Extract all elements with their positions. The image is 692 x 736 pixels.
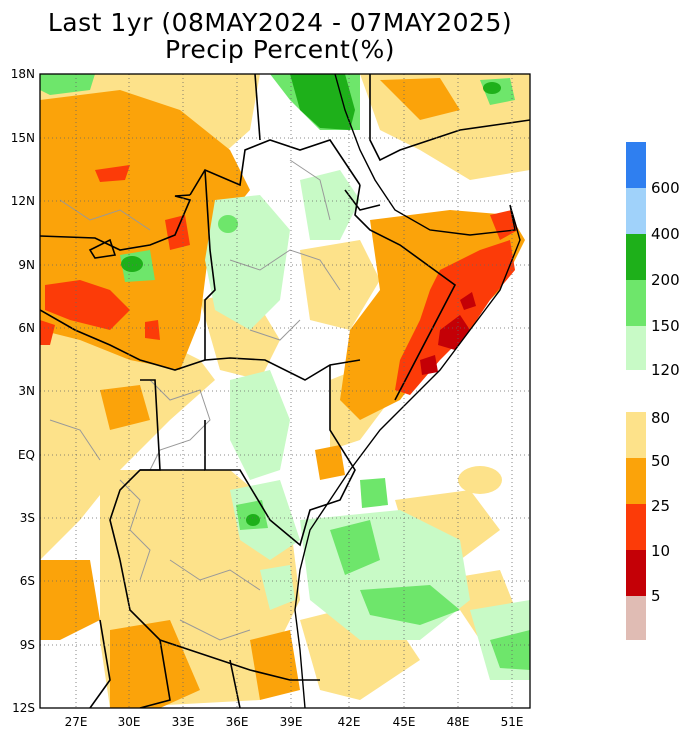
colorbar-label: 400: [651, 225, 680, 243]
colorbar-label: 80: [651, 409, 671, 427]
coastline: [294, 74, 521, 708]
colorbar-swatch-80: [626, 412, 646, 458]
lon-label: 30E: [118, 715, 141, 729]
lat-label: 15N: [11, 131, 35, 145]
lon-label: 36E: [226, 715, 249, 729]
latitude-labels: 18N 15N 12N 9N 6N 3N EQ 3S 6S 9S 12S: [11, 67, 35, 715]
colorbar-swatch-5: [626, 596, 646, 640]
country-borders: [40, 74, 530, 708]
longitude-labels: 27E 30E 33E 36E 39E 42E 45E 48E 51E: [65, 715, 524, 729]
colorbar-label: 600: [651, 179, 680, 197]
lat-label: 3N: [18, 384, 35, 398]
admin-boundaries: [49, 159, 341, 641]
colorbar-swatch-25: [626, 504, 646, 550]
map-subtitle: Precip Percent(%): [164, 35, 396, 64]
lon-label: 45E: [393, 715, 416, 729]
lon-label: 42E: [338, 715, 361, 729]
colorbar-swatch-50: [626, 458, 646, 504]
colorbar-swatch-600: [626, 142, 646, 188]
map-title: Last 1yr (08MAY2024 - 07MAY2025): [47, 8, 513, 37]
colorbar-label: 5: [651, 587, 661, 605]
colorbar-label: 50: [651, 452, 671, 470]
lat-label: 18N: [11, 67, 35, 81]
lat-label: 6S: [20, 574, 35, 588]
lon-label: 39E: [280, 715, 303, 729]
lat-label: 3S: [20, 511, 35, 525]
colorbar-label: 200: [651, 271, 680, 289]
plot-frame: [39, 73, 531, 709]
dry-severe-areas: [420, 292, 476, 375]
colorbar-label: 120: [651, 361, 680, 379]
lat-label: 9N: [18, 258, 35, 272]
grid-lines: [40, 74, 530, 708]
lon-label: 27E: [65, 715, 88, 729]
lon-label: 51E: [501, 715, 524, 729]
colorbar-swatch-200: [626, 234, 646, 280]
colorbar-swatch-120: [626, 326, 646, 370]
colorbar-swatch-10: [626, 550, 646, 596]
colorbar-label: 10: [651, 542, 671, 560]
lat-label: 9S: [20, 638, 35, 652]
lat-label: 6N: [18, 321, 35, 335]
lat-label: 12S: [12, 701, 35, 715]
dry-strong-areas: [40, 165, 518, 395]
lon-label: 33E: [172, 715, 195, 729]
lon-label: 48E: [447, 715, 470, 729]
lat-label: 12N: [11, 194, 35, 208]
colorbar-label: 25: [651, 497, 671, 515]
colorbar-swatch-400: [626, 188, 646, 234]
anomaly-field: [40, 74, 530, 708]
lat-label: EQ: [18, 448, 35, 462]
colorbar-swatch-150: [626, 280, 646, 326]
colorbar-label: 150: [651, 317, 680, 335]
